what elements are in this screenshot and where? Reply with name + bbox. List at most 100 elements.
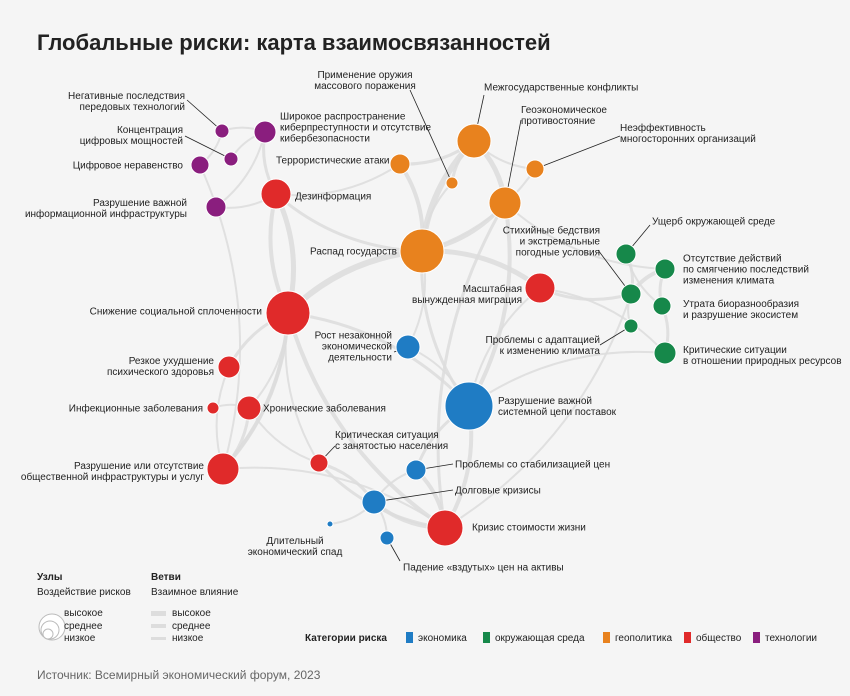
label-line: Стихийные бедствия: [503, 225, 600, 237]
risk-node: [488, 186, 522, 220]
label-line: экономический спад: [248, 547, 343, 558]
risk-node: [223, 151, 239, 167]
risk-node: [205, 196, 227, 218]
label-line: Негативные последствия: [68, 91, 185, 102]
node-label: Ущерб окружающей среде: [652, 216, 776, 228]
risk-node: [326, 520, 334, 528]
node-label: Террористические атаки: [276, 156, 390, 167]
category-swatch: [483, 632, 490, 643]
label-line: киберпреступности и отсутствие: [280, 122, 431, 134]
category-label: общество: [696, 632, 742, 644]
leader-line: [186, 99, 223, 132]
node-label: Инфекционные заболевания: [69, 403, 203, 415]
label-line: Масштабная: [463, 283, 522, 295]
leader-line: [184, 135, 232, 160]
label-line: и разрушение экосистем: [683, 310, 798, 321]
label-line: цифровых мощностей: [80, 135, 183, 147]
edge: [467, 202, 512, 407]
label-line: кибербезопасности: [280, 133, 370, 145]
label-line: системной цепи поставок: [498, 407, 617, 418]
node-label: Разрушение важной информационной инфрастр…: [25, 198, 187, 220]
legend-bar: [151, 637, 166, 640]
legend-level: среднее: [172, 621, 211, 632]
node-label: Применение оружия массового поражения: [314, 70, 416, 92]
label-line: Разрушение важной: [498, 396, 592, 407]
leader-line: [534, 135, 621, 170]
label-line: Дезинформация: [295, 191, 371, 203]
node-label: Широкое распространение киберпреступности…: [280, 112, 431, 145]
node-label: Долговые кризисы: [455, 486, 541, 497]
label-line: к изменению климата: [500, 346, 601, 357]
node-label: Разрушение важной системной цепи поставок: [498, 396, 617, 418]
category-swatch: [603, 632, 610, 643]
label-line: Рост незаконной: [315, 331, 392, 342]
title: Глобальные риски: карта взаимосвязанност…: [37, 30, 551, 55]
legend-level: среднее: [64, 621, 103, 632]
risk-node: [253, 120, 277, 144]
edge: [436, 202, 507, 529]
node-label: Дезинформация: [295, 191, 371, 203]
label-line: Инфекционные заболевания: [69, 403, 203, 415]
node-label: Межгосударственные конфликты: [484, 82, 638, 94]
risk-node: [653, 341, 677, 365]
category-swatch: [753, 632, 760, 643]
nodes: Негативные последствия передовых технолог…: [21, 70, 842, 574]
label-line: Критические ситуации: [683, 345, 787, 356]
label-line: Террористические атаки: [276, 156, 390, 167]
node-label: Распад государств: [310, 247, 397, 258]
label-line: изменения климата: [683, 276, 775, 287]
node-label: Снижение социальной сплоченности: [90, 307, 262, 318]
node-label: Разрушение или отсутствие общественной ин…: [21, 461, 205, 483]
edge: [286, 312, 447, 530]
legend-subtitle: Взаимное влияние: [151, 587, 239, 598]
label-line: передовых технологий: [79, 102, 185, 113]
label-line: Проблемы со стабилизацией цен: [455, 459, 610, 471]
label-line: Падение «вздутых» цен на активы: [403, 563, 564, 574]
label-line: по смягчению последствий: [683, 265, 809, 276]
label-line: Утрата биоразнообразия: [683, 298, 799, 310]
label-line: Резкое ухудшение: [129, 356, 215, 367]
node-label: Кризис стоимости жизни: [472, 523, 586, 534]
risk-node: [379, 530, 395, 546]
label-line: Снижение социальной сплоченности: [90, 307, 262, 318]
legend-level: высокое: [64, 608, 103, 619]
edge: [468, 350, 666, 407]
node-label: Утрата биоразнообразия и разрушение экоси…: [683, 298, 799, 321]
label-line: психического здоровья: [107, 367, 214, 378]
label-line: Межгосударственные конфликты: [484, 82, 638, 94]
label-line: деятельности: [328, 353, 392, 364]
category-swatch: [406, 632, 413, 643]
label-line: Неэффективность: [620, 122, 706, 134]
leader-line: [373, 489, 454, 503]
label-line: информационной инфраструктуры: [25, 208, 187, 220]
risk-node: [236, 395, 262, 421]
legend-level: низкое: [64, 633, 96, 644]
legend-title: Узлы: [37, 572, 62, 583]
label-line: экономической: [322, 342, 392, 353]
source: Источник: Всемирный экономический форум,…: [37, 668, 321, 682]
node-label: Неэффективность многосторонних организаци…: [620, 122, 756, 145]
category-label: геополитика: [615, 633, 672, 644]
node-label: Критические ситуации в отношении природны…: [683, 345, 842, 367]
node-label: Резкое ухудшение психического здоровья: [107, 356, 214, 378]
label-line: Хронические заболевания: [263, 403, 386, 415]
label-line: общественной инфраструктуры и услуг: [21, 471, 204, 483]
risk-node: [444, 381, 494, 431]
leader-line: [409, 89, 453, 184]
node-label: Стихийные бедствия и экстремальные погодны…: [503, 225, 601, 259]
legend-level: высокое: [172, 608, 211, 619]
legend-subtitle: Воздействие рисков: [37, 587, 131, 598]
node-label: Отсутствие действий по смягчению последст…: [683, 254, 809, 287]
label-line: Цифровое неравенство: [73, 160, 184, 172]
node-label: Масштабная вынужденная миграция: [412, 283, 522, 306]
legend-bar: [151, 611, 166, 616]
risk-node: [445, 176, 459, 190]
label-line: Разрушение важной: [93, 198, 187, 209]
edge: [539, 287, 666, 354]
node-label: Концентрация цифровых мощностей: [80, 125, 183, 147]
risk-node: [206, 452, 240, 486]
risk-node: [652, 296, 672, 316]
node-label: Рост незаконной экономической деятельности: [315, 331, 392, 364]
